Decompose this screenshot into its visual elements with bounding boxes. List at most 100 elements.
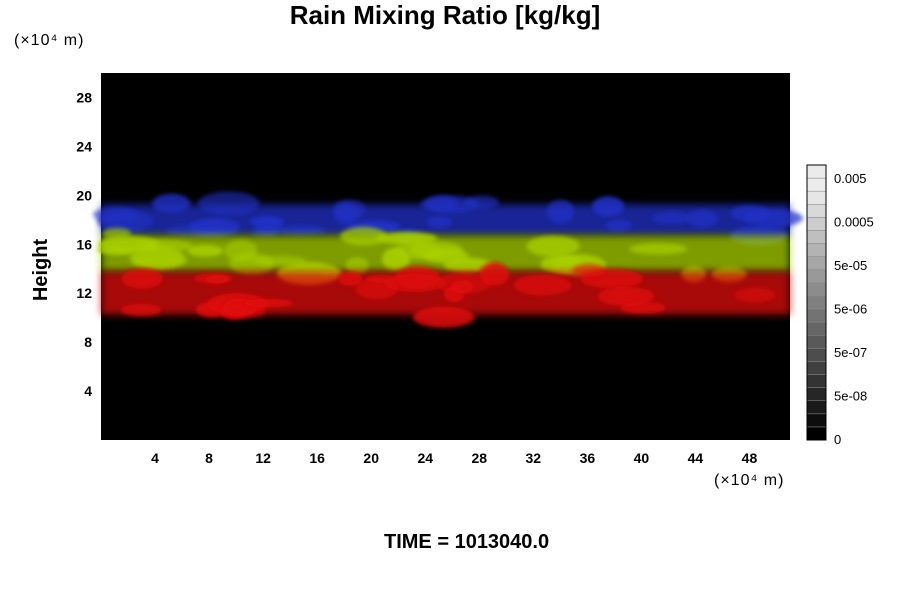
colorbar-swatch bbox=[806, 295, 827, 310]
field-band-middle-blob bbox=[339, 226, 387, 246]
field-band-upper-blob bbox=[425, 195, 458, 212]
field-band-upper-blob bbox=[464, 195, 500, 210]
field-band-upper-blob bbox=[426, 216, 452, 228]
field-band-lower-blob bbox=[412, 306, 475, 328]
colorbar-tick-label: 0.005 bbox=[834, 171, 867, 186]
colorbar-swatch bbox=[806, 387, 827, 401]
x-tick-label: 28 bbox=[471, 450, 487, 466]
colorbar-swatch bbox=[806, 282, 827, 297]
field-band-middle-blob bbox=[102, 227, 132, 239]
field-band-middle-blob bbox=[526, 235, 580, 257]
field-band-upper-blob bbox=[592, 196, 625, 217]
field-band-lower-blob bbox=[205, 275, 230, 284]
colorbar-swatch bbox=[806, 230, 827, 244]
colorbar-tick-label: 0.0005 bbox=[834, 215, 874, 230]
field-band-lower-blob bbox=[479, 262, 509, 286]
y-tick-label: 28 bbox=[76, 89, 92, 105]
colorbar-swatch bbox=[806, 269, 827, 284]
field-band-upper-blob bbox=[687, 209, 718, 228]
x-tick-label: 16 bbox=[309, 450, 325, 466]
field-band-upper-blob bbox=[652, 211, 692, 225]
y-tick-label: 8 bbox=[84, 334, 92, 350]
field-band-upper-blob bbox=[249, 216, 284, 227]
field-band-middle-blob bbox=[443, 257, 493, 273]
y-axis-unit: (×10⁴ m) bbox=[14, 32, 85, 49]
colorbar-swatch bbox=[806, 321, 827, 336]
colorbar-swatch bbox=[806, 361, 827, 375]
y-tick-label: 4 bbox=[84, 383, 92, 399]
y-tick-label: 16 bbox=[76, 236, 92, 252]
colorbar-swatch bbox=[806, 256, 827, 271]
field-band-lower-blob bbox=[338, 271, 363, 286]
colorbar-swatch bbox=[806, 217, 827, 231]
colorbar-swatch bbox=[806, 400, 827, 415]
field-band-lower-blob bbox=[243, 298, 294, 308]
x-tick-label: 12 bbox=[255, 450, 271, 466]
x-tick-label: 48 bbox=[742, 450, 758, 466]
field-band-upper-blob bbox=[96, 210, 154, 232]
chart-title: Rain Mixing Ratio [kg/kg] bbox=[289, 0, 601, 30]
field-band-middle-blob bbox=[375, 232, 438, 245]
field-band-middle-blob bbox=[134, 239, 194, 252]
colorbar-swatch bbox=[806, 190, 827, 205]
field-band-upper-blob bbox=[546, 199, 575, 224]
field-band-lower-blob bbox=[597, 286, 655, 307]
x-tick-label: 20 bbox=[363, 450, 379, 466]
field-band-middle-blob bbox=[133, 253, 188, 268]
colorbar-swatch bbox=[806, 243, 827, 257]
field-band-lower-blob bbox=[121, 268, 163, 289]
x-tick-label: 4 bbox=[151, 450, 159, 466]
field-band-middle-blob bbox=[381, 247, 410, 271]
colorbar-swatch bbox=[806, 413, 827, 428]
x-tick-label: 24 bbox=[417, 450, 433, 466]
colorbar-swatch bbox=[806, 334, 827, 349]
field-layer bbox=[92, 191, 803, 328]
field-band-upper-blob bbox=[198, 191, 260, 216]
field-band-upper-blob bbox=[152, 193, 191, 213]
field-band-lower-blob bbox=[513, 274, 572, 296]
field-band-middle-blob bbox=[187, 244, 224, 257]
colorbar-swatch bbox=[806, 177, 827, 192]
field-band-lower-blob bbox=[384, 273, 446, 293]
field-band-upper-blob bbox=[188, 218, 240, 237]
field-band-lower-blob bbox=[572, 263, 606, 277]
colorbar-swatch bbox=[806, 426, 827, 441]
x-tick-label: 40 bbox=[634, 450, 650, 466]
y-tick-label: 12 bbox=[76, 285, 92, 301]
colorbar-swatch bbox=[806, 374, 827, 388]
colorbar-tick-label: 0 bbox=[834, 432, 841, 447]
colorbar-tick-label: 5e-06 bbox=[834, 302, 867, 317]
colorbar-tick-label: 5e-08 bbox=[834, 389, 867, 404]
colorbar-swatch bbox=[806, 164, 827, 179]
colorbar-tick-label: 5e-05 bbox=[834, 258, 867, 273]
field-band-upper-blob bbox=[605, 219, 632, 232]
field-band-lower-blob bbox=[450, 280, 474, 293]
field-band-middle-blob bbox=[252, 255, 307, 267]
x-axis-unit: (×10⁴ m) bbox=[714, 472, 785, 489]
field-band-upper-blob bbox=[332, 199, 366, 221]
y-tick-layer: 4 8 12 16 20 24 28 bbox=[76, 89, 92, 399]
field-band-upper-blob bbox=[744, 209, 803, 227]
colorbar: 0.005 0.0005 5e-05 5e-06 5e-07 5e-08 0 bbox=[806, 164, 874, 447]
field-band-lower-blob bbox=[734, 287, 776, 303]
colorbar-swatch bbox=[806, 308, 827, 323]
field-band-lower bbox=[101, 262, 790, 328]
colorbar-swatch bbox=[806, 204, 827, 218]
field-band-middle-blob bbox=[345, 257, 369, 275]
x-tick-label: 44 bbox=[688, 450, 704, 466]
colorbar-frame bbox=[806, 164, 827, 441]
colorbar-tick-label: 5e-07 bbox=[834, 345, 867, 360]
y-tick-label: 20 bbox=[76, 187, 92, 203]
field-band-upper-blob bbox=[276, 225, 326, 235]
x-tick-label: 36 bbox=[580, 450, 596, 466]
field-band-upper-blob bbox=[251, 227, 279, 237]
colorbar-swatch bbox=[806, 348, 827, 362]
x-tick-layer: 4 8 12 16 20 24 28 32 36 40 44 48 bbox=[151, 450, 757, 466]
field-band-lower-blob bbox=[121, 303, 162, 317]
field-band-middle-blob bbox=[540, 254, 583, 274]
field-band-middle-blob bbox=[629, 243, 688, 255]
x-tick-label: 8 bbox=[205, 450, 213, 466]
y-tick-label: 24 bbox=[76, 138, 92, 154]
x-tick-label: 32 bbox=[526, 450, 542, 466]
